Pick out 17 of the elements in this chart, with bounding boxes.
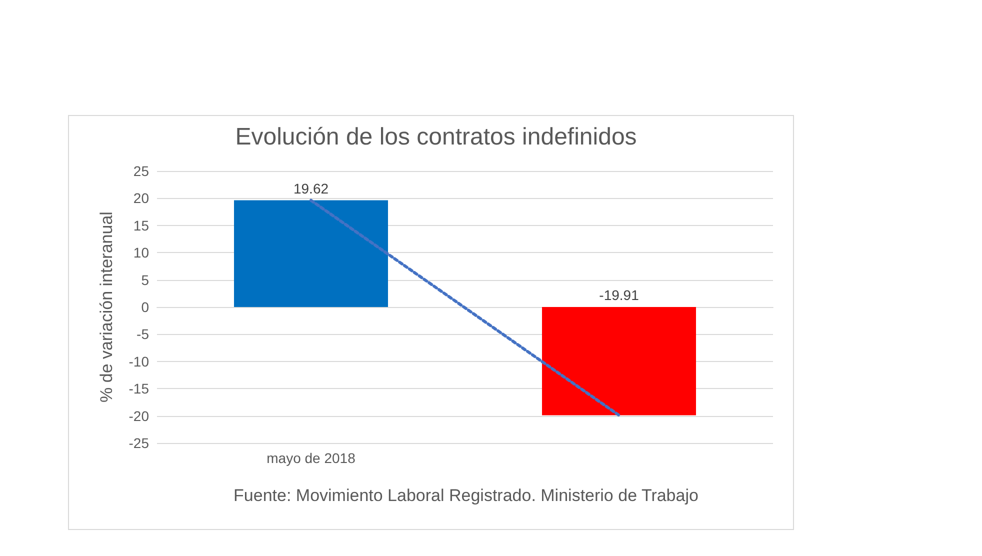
y-tick-label: -5 [136,326,150,342]
data-label: -19.91 [599,287,640,303]
y-tick-label: 25 [133,163,150,179]
chart-title: Evolución de los contratos indefinidos [235,124,637,150]
y-tick-label: 20 [133,190,150,206]
y-tick-label: -25 [128,435,150,451]
y-tick-label: 15 [133,217,150,234]
y-tick-label: -10 [128,353,150,370]
y-tick-label: 5 [141,272,150,288]
y-tick-label: 10 [133,244,150,261]
y-tick-label: 0 [141,299,150,315]
y-tick-label: -15 [128,380,150,397]
y-tick-label: -20 [128,408,150,424]
y-axis-title: % de variación interanual [97,212,116,402]
data-label: 19.62 [293,180,329,196]
x-tick-label: mayo de 2018 [266,450,356,466]
source-note: Fuente: Movimiento Laboral Registrado. Ministerio de Trabajo [234,486,698,505]
